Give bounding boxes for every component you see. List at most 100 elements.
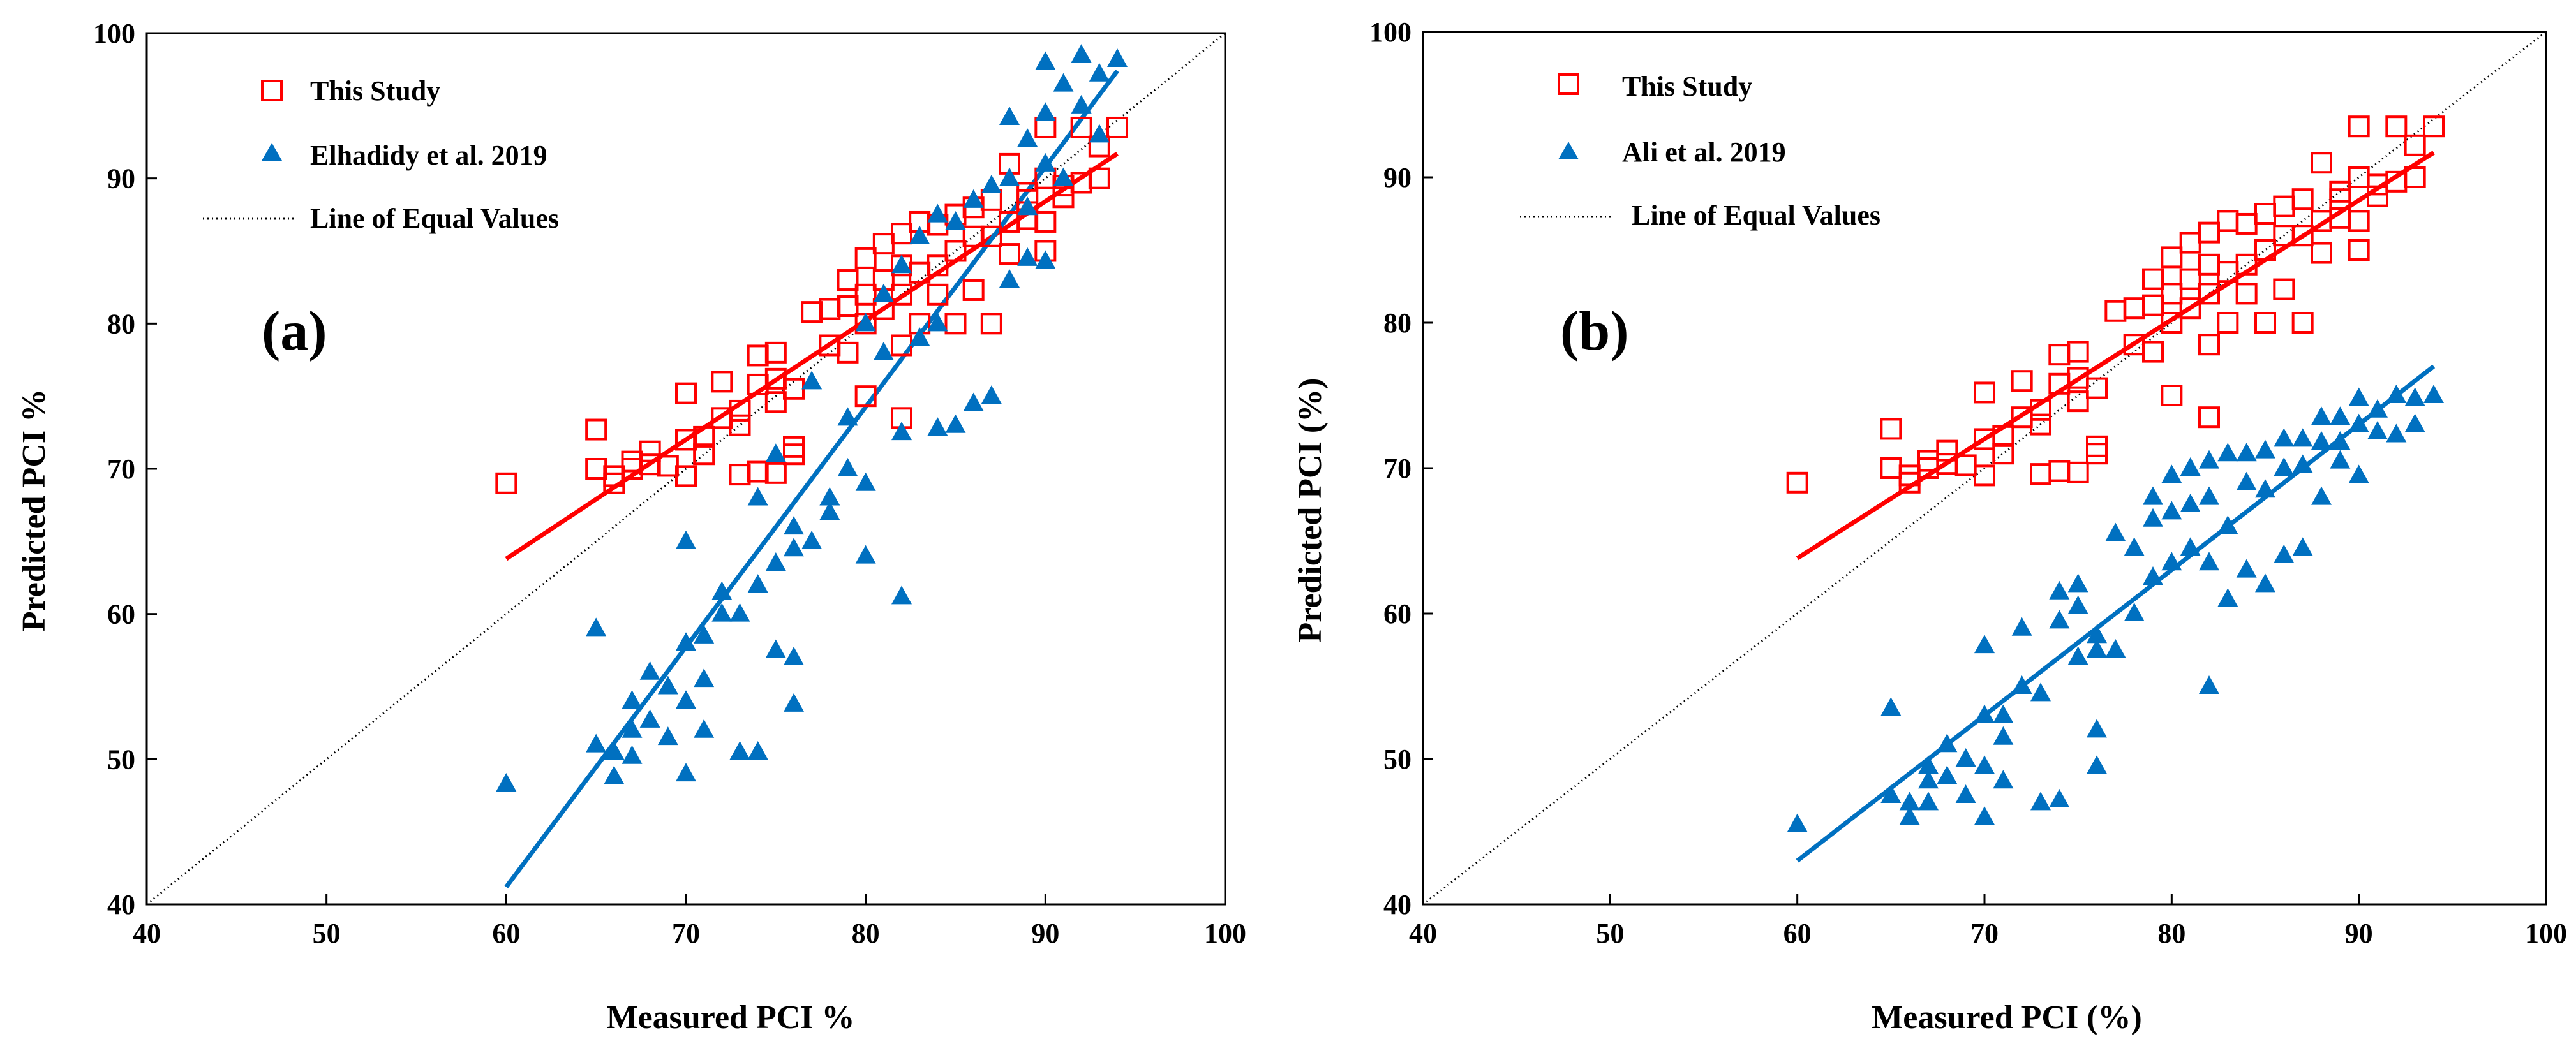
- point-other-b-71: [2367, 399, 2388, 418]
- y-tick-label-b-3: 70: [1383, 453, 1411, 484]
- y-tick-label-b-6: 100: [1369, 17, 1411, 48]
- point-other-a-44: [909, 225, 930, 244]
- point-study-a-1: [585, 418, 607, 441]
- point-other-b-61: [2292, 537, 2313, 556]
- y-tick-label-b-5: 90: [1383, 162, 1411, 193]
- point-other-b-39: [2161, 552, 2182, 571]
- point-other-b-11: [1955, 784, 1976, 803]
- point-other-a-7: [622, 745, 643, 764]
- point-study-a-56: [980, 225, 1002, 247]
- point-study-b-52: [2273, 195, 2295, 217]
- legend-label-this-study-b: This Study: [1622, 71, 1752, 102]
- point-study-b-0: [1786, 471, 1808, 494]
- equal-values-line-a-2: [146, 32, 1226, 906]
- point-other-a-62: [1035, 102, 1056, 121]
- point-other-b-17: [1993, 726, 2014, 745]
- point-study-b-65: [2348, 166, 2370, 188]
- point-other-b-79: [2087, 639, 2107, 658]
- point-other-b-13: [1974, 704, 1995, 723]
- point-other-b-31: [2105, 522, 2126, 541]
- point-other-a-66: [1053, 167, 1074, 186]
- y-axis-label-a: Predicted PCI %: [16, 389, 52, 631]
- point-study-a-35: [854, 385, 877, 408]
- point-study-b-10: [1974, 381, 1995, 404]
- x-tick-label-b-3: 70: [1970, 918, 1999, 949]
- point-other-a-58: [1017, 128, 1038, 147]
- y-axis-label-b: Predicted PCI (%): [1292, 378, 1329, 643]
- equal-values-line-b-2: [1422, 31, 2547, 906]
- point-other-b-30: [2087, 755, 2107, 774]
- point-other-b-58: [2274, 544, 2295, 563]
- point-other-a-2: [586, 733, 607, 753]
- point-other-a-30: [784, 693, 804, 712]
- point-other-a-35: [837, 458, 858, 476]
- x-tick-label-b-1: 50: [1596, 918, 1624, 949]
- point-other-b-12: [1974, 635, 1995, 654]
- point-other-a-6: [622, 719, 643, 738]
- point-study-b-15: [2011, 370, 2033, 392]
- point-other-a-33: [819, 501, 840, 520]
- point-study-b-69: [2367, 185, 2388, 207]
- point-other-a-69: [1089, 63, 1110, 82]
- point-other-a-29: [784, 646, 804, 665]
- point-other-a-14: [676, 690, 696, 709]
- point-other-b-72: [2367, 421, 2388, 439]
- point-other-b-49: [2217, 588, 2238, 607]
- point-other-a-37: [855, 472, 876, 491]
- point-study-a-48: [927, 283, 949, 306]
- y-tick-label-b-1: 50: [1383, 744, 1411, 775]
- point-study-b-26: [2104, 300, 2127, 322]
- point-other-a-20: [711, 603, 733, 622]
- trend-line-a-4: [504, 70, 1119, 888]
- point-other-b-16: [1993, 704, 2014, 723]
- point-other-b-69: [2348, 413, 2369, 432]
- point-study-b-76: [2086, 435, 2108, 457]
- point-other-a-54: [981, 385, 1002, 404]
- x-tick-label-b-4: 80: [2157, 918, 2185, 949]
- point-other-b-76: [2404, 413, 2425, 432]
- point-other-a-42: [891, 422, 912, 441]
- point-study-a-70: [1070, 116, 1092, 138]
- point-study-a-29: [837, 269, 859, 291]
- point-study-a-30: [837, 295, 859, 318]
- point-other-b-28: [2087, 624, 2107, 644]
- x-tick-label-a-3: 70: [672, 918, 700, 949]
- point-other-b-26: [2067, 573, 2088, 593]
- point-other-b-32: [2124, 537, 2145, 556]
- point-other-b-50: [2236, 443, 2257, 462]
- point-other-b-48: [2217, 515, 2238, 534]
- point-other-b-45: [2199, 552, 2219, 571]
- point-other-a-13: [676, 632, 696, 651]
- trend-line-a-3: [505, 152, 1119, 561]
- x-tick-label-b-0: 40: [1409, 918, 1437, 949]
- point-study-a-26: [801, 301, 823, 323]
- legend-b: This Study Ali et al. 2019 Line of Equal…: [1520, 71, 1880, 231]
- legend-marker-ali: [1558, 142, 1579, 159]
- point-study-b-9: [1954, 454, 1977, 476]
- point-other-a-41: [891, 254, 912, 274]
- point-other-b-80: [2105, 639, 2126, 658]
- point-other-a-1: [586, 617, 607, 637]
- point-other-b-7: [1918, 792, 1939, 811]
- legend-marker-elhadidy: [262, 143, 282, 161]
- point-other-b-42: [2180, 537, 2201, 556]
- point-other-a-53: [981, 175, 1002, 194]
- point-other-b-2: [1880, 784, 1902, 803]
- point-study-b-25: [2086, 443, 2108, 465]
- point-study-b-78: [2030, 463, 2051, 485]
- point-study-a-79: [747, 460, 769, 483]
- point-other-a-64: [1035, 250, 1056, 269]
- point-other-a-23: [747, 487, 768, 506]
- x-tick-label-a-2: 60: [492, 918, 520, 949]
- point-other-b-43: [2199, 450, 2219, 469]
- point-other-b-67: [2330, 450, 2351, 469]
- legend-label-ali: Ali et al. 2019: [1622, 136, 1786, 168]
- point-other-a-59: [1017, 196, 1038, 216]
- point-study-a-66: [1034, 210, 1057, 233]
- x-tick-label-a-6: 100: [1204, 918, 1246, 949]
- point-study-a-75: [764, 462, 787, 484]
- point-study-b-38: [2179, 297, 2201, 320]
- point-study-b-34: [2161, 312, 2183, 334]
- point-study-a-74: [1106, 116, 1128, 138]
